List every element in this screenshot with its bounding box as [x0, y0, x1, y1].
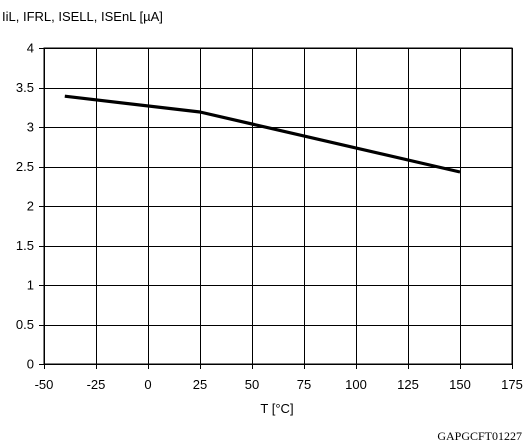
x-tick-label: 125 [397, 377, 419, 392]
y-axis-title: IiL, IFRL, ISELL, ISEnL [µA] [2, 9, 163, 24]
x-axis-title: T [°C] [260, 401, 293, 416]
x-tick-label: 25 [193, 377, 207, 392]
y-tick-label: 0 [27, 357, 34, 372]
x-tick-label: 0 [144, 377, 151, 392]
x-tick-label: -50 [35, 377, 54, 392]
series-line-1 [64, 94, 461, 174]
series-group [64, 94, 461, 174]
y-tick-label: 1.5 [16, 238, 34, 253]
vertical-gridlines [44, 48, 513, 369]
y-tick-label: 2.5 [16, 159, 34, 174]
y-tick-label: 3.5 [16, 80, 34, 95]
x-tick-label: 75 [297, 377, 311, 392]
y-tick-label: 0.5 [16, 317, 34, 332]
plot-frame [43, 47, 513, 365]
x-tick-label: 175 [501, 377, 523, 392]
y-tick-label: 2 [27, 199, 34, 214]
y-tick-labels: 0 0.5 1 1.5 2 2.5 3 3.5 4 [16, 41, 34, 372]
horizontal-gridlines [39, 48, 512, 365]
figure-id: GAPGCFT01227 [437, 429, 522, 443]
y-tick-label: 4 [27, 41, 34, 56]
x-tick-label: 50 [245, 377, 259, 392]
x-tick-label: -25 [87, 377, 106, 392]
y-tick-label: 3 [27, 120, 34, 135]
x-tick-label: 100 [345, 377, 367, 392]
x-tick-label: 150 [449, 377, 471, 392]
y-tick-label: 1 [27, 278, 34, 293]
x-tick-labels: -50 -25 0 25 50 75 100 125 150 175 [35, 377, 523, 392]
